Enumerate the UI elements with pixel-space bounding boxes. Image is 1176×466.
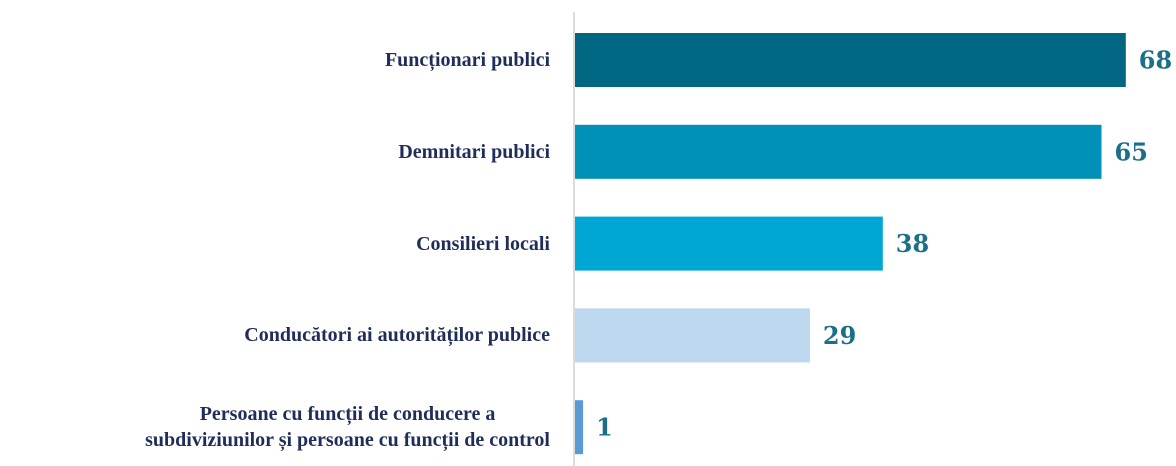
category-label: Consilieri locali [416,232,550,255]
category-label-row: Demnitari publici [0,139,550,165]
bar [575,216,883,271]
value-label: 65 [1115,137,1148,166]
bar [575,308,810,363]
category-label: Demnitari publici [398,140,550,163]
bar [575,33,1126,87]
value-label: 1 [596,413,613,442]
value-label: 29 [823,321,856,350]
category-label: Persoane cu funcții de conducere a subdi… [145,403,550,452]
category-label: Funcționari publici [384,49,550,71]
value-label: 38 [896,229,929,258]
bar [575,400,584,455]
bar [575,124,1102,179]
value-label: 68 [1139,46,1172,75]
category-label-row: Funcționari publici [0,47,550,73]
category-label-row: Consilieri locali [0,231,550,257]
category-label-row: Persoane cu funcții de conducere a subdi… [0,401,550,453]
category-label-row: Conducători ai autorităților publice [0,322,550,348]
category-label: Conducători ai autorităților publice [244,324,550,347]
